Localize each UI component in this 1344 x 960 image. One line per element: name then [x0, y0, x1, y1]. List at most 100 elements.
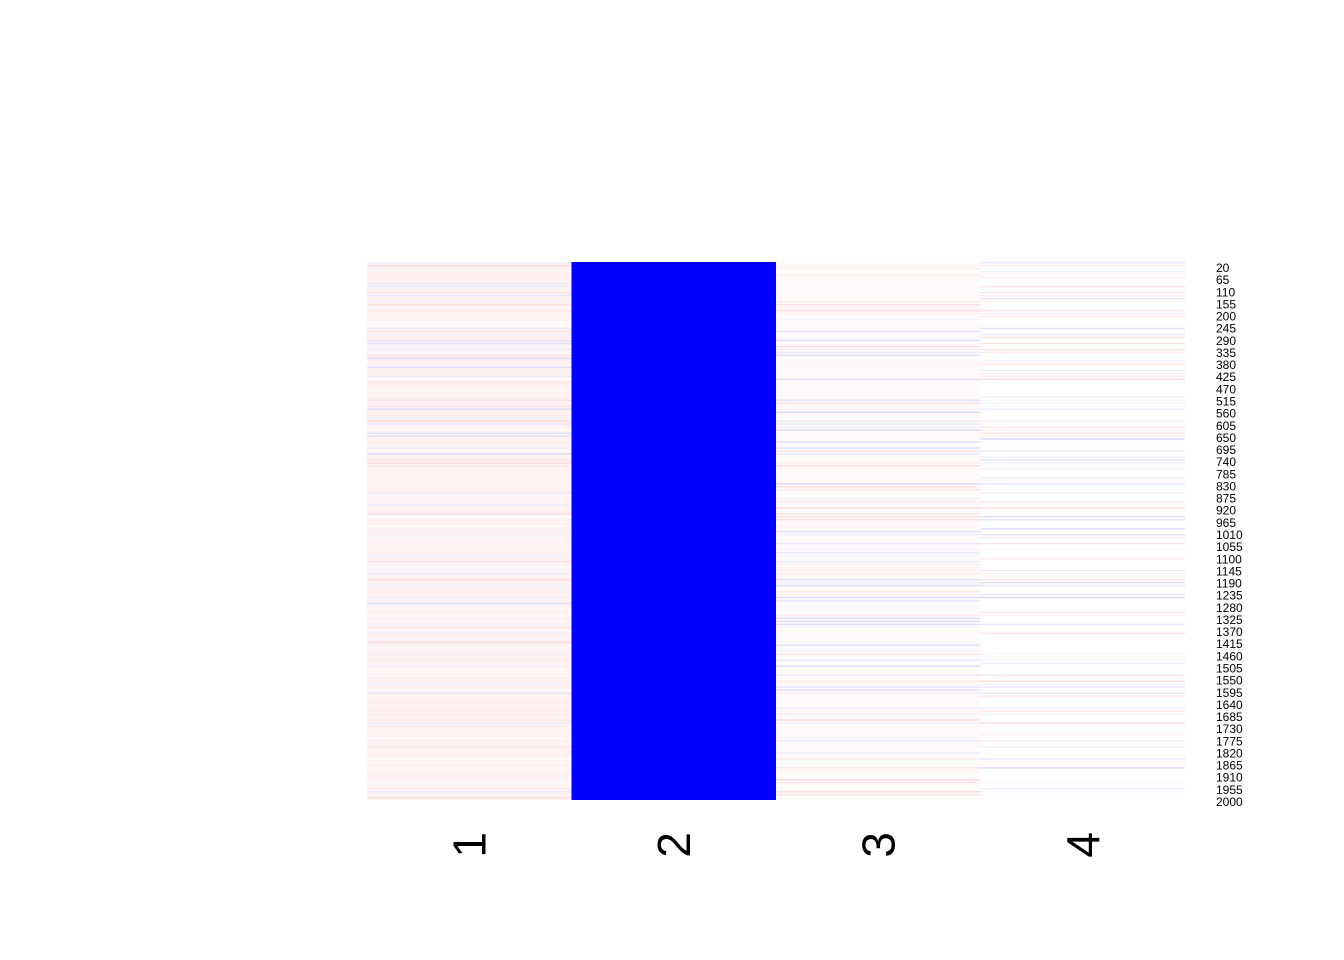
heatmap-row-stripe [367, 504, 572, 506]
row-tick-label: 425 [1216, 370, 1236, 384]
heatmap-row-stripe [980, 548, 1185, 551]
heatmap-row-stripe [776, 749, 981, 751]
heatmap-row-stripe [367, 453, 572, 455]
heatmap-row-stripe [980, 262, 1185, 264]
heatmap-row-stripe [367, 336, 572, 339]
heatmap-row-stripe [367, 737, 572, 739]
row-tick-label: 245 [1216, 322, 1236, 336]
heatmap-row-stripe [980, 483, 1185, 485]
heatmap-row-stripe [980, 312, 1185, 315]
heatmap-row-stripe [980, 659, 1185, 662]
heatmap-row-stripe [980, 608, 1185, 611]
heatmap-row-stripe [776, 572, 981, 575]
heatmap-row-stripe [367, 677, 572, 679]
heatmap-row-stripe [776, 788, 981, 790]
heatmap-row-stripe [980, 444, 1185, 446]
heatmap-row-stripe [980, 333, 1185, 336]
heatmap-row-stripe [367, 683, 572, 685]
heatmap-row-stripe [980, 429, 1185, 431]
heatmap-row-stripe [776, 378, 981, 381]
heatmap-row-stripe [367, 629, 572, 632]
heatmap-row-stripe [776, 638, 981, 641]
heatmap-row-stripe [980, 725, 1185, 727]
heatmap-row-stripe [776, 375, 981, 378]
heatmap-row-stripe [980, 575, 1185, 578]
heatmap-row-stripe [980, 623, 1185, 626]
heatmap-row-stripe [980, 656, 1185, 659]
heatmap-row-stripe [367, 608, 572, 611]
heatmap-row-stripe [776, 710, 981, 712]
heatmap-row-stripe [367, 393, 572, 396]
heatmap-row-stripe [776, 474, 981, 476]
heatmap-row-stripe [980, 569, 1185, 572]
row-tick-label: 65 [1216, 273, 1230, 287]
heatmap-row-stripe [776, 689, 981, 691]
heatmap-row-stripe [367, 495, 572, 497]
heatmap-row-stripe [980, 297, 1185, 300]
heatmap-row-stripe [367, 333, 572, 336]
heatmap-row-stripe [776, 462, 981, 464]
heatmap-row-stripe [980, 351, 1185, 354]
row-tick-label: 1550 [1216, 674, 1243, 688]
heatmap-row-stripe [776, 420, 981, 422]
heatmap-row-stripe [980, 662, 1185, 665]
heatmap-row-stripe [367, 560, 572, 563]
heatmap-row-stripe [367, 480, 572, 482]
row-tick-label: 1865 [1216, 759, 1243, 773]
heatmap-row-stripe [367, 405, 572, 407]
heatmap-row-stripe [776, 399, 981, 401]
heatmap-row-stripe [980, 767, 1185, 769]
heatmap-row-stripe [776, 438, 981, 440]
heatmap-row-stripe [367, 782, 572, 784]
heatmap-row-stripe [980, 683, 1185, 685]
row-tick-label: 1190 [1216, 577, 1242, 591]
heatmap-row-stripe [367, 411, 572, 413]
heatmap-row-stripe [776, 336, 981, 339]
heatmap-row-stripe [367, 623, 572, 626]
heatmap-row-stripe [980, 668, 1185, 670]
heatmap-row-stripe [980, 791, 1185, 793]
heatmap-row-stripe [776, 312, 981, 315]
heatmap-row-stripe [980, 686, 1185, 688]
heatmap-row-stripe [776, 791, 981, 793]
row-tick-label: 110 [1216, 285, 1235, 299]
heatmap-row-stripe [367, 321, 572, 324]
heatmap-row-stripe [367, 587, 572, 590]
heatmap-row-stripe [367, 345, 572, 348]
heatmap-row-stripe [367, 770, 572, 772]
row-tick-label: 695 [1216, 443, 1236, 457]
heatmap-row-stripe [367, 366, 572, 369]
heatmap-row-stripe [776, 617, 981, 620]
heatmap-row-stripe [980, 423, 1185, 425]
heatmap-row-stripe [776, 447, 981, 449]
heatmap-row-stripe [367, 384, 572, 387]
column-labels: 1 2 3 4 [443, 832, 1109, 858]
heatmap-row-stripe [980, 309, 1185, 312]
heatmap-row-stripe [980, 674, 1185, 676]
heatmap-row-stripe [367, 536, 572, 539]
heatmap-row-stripe [367, 264, 572, 267]
heatmap-row-stripe [367, 291, 572, 294]
heatmap-row-stripe [776, 680, 981, 682]
row-tick-label: 1820 [1216, 746, 1243, 760]
heatmap-row-stripe [776, 324, 981, 327]
heatmap-row-stripe [367, 611, 572, 614]
heatmap-row-stripe [776, 423, 981, 425]
heatmap-row-stripe [367, 297, 572, 300]
heatmap-row-stripe [776, 701, 981, 703]
heatmap-row-stripe [367, 267, 572, 270]
heatmap-row-stripe [776, 330, 981, 333]
column-label: 4 [1057, 832, 1109, 858]
heatmap-row-stripe [776, 767, 981, 769]
heatmap-row-stripe [776, 477, 981, 479]
heatmap-row-stripe [776, 779, 981, 781]
heatmap-row-stripe [776, 653, 981, 656]
heatmap-row-stripe [367, 306, 572, 309]
heatmap-row-stripe [367, 665, 572, 667]
row-tick-label: 155 [1216, 297, 1236, 311]
row-labels: 2065110155200245290335380425470515560605… [1216, 261, 1243, 809]
heatmap-row-stripe [367, 408, 572, 410]
heatmap-row-stripe [980, 459, 1185, 461]
heatmap-row-stripe [367, 330, 572, 333]
